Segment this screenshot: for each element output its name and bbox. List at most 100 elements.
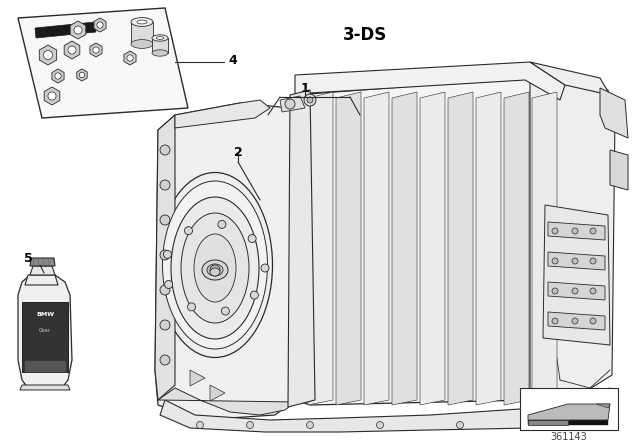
Polygon shape [596,404,610,408]
Polygon shape [30,266,55,275]
Circle shape [590,318,596,324]
Circle shape [572,288,578,294]
Polygon shape [610,150,628,190]
Circle shape [68,46,76,54]
Polygon shape [392,92,417,405]
Polygon shape [90,43,102,57]
Ellipse shape [131,17,153,26]
Ellipse shape [210,268,220,276]
Polygon shape [600,88,628,138]
Circle shape [376,422,383,428]
Circle shape [184,227,193,235]
Circle shape [79,72,84,78]
Text: BMW: BMW [36,313,54,318]
Polygon shape [308,92,333,405]
Ellipse shape [157,172,273,358]
Circle shape [160,355,170,365]
Circle shape [164,280,173,289]
Circle shape [552,258,558,264]
Polygon shape [152,38,168,53]
Polygon shape [295,62,565,105]
Circle shape [307,97,313,103]
Polygon shape [528,420,568,425]
Ellipse shape [152,50,168,56]
Circle shape [577,422,584,428]
Polygon shape [175,100,270,128]
Polygon shape [52,69,64,83]
Text: 3-DS: 3-DS [343,26,387,44]
Circle shape [160,250,170,260]
Circle shape [127,55,133,61]
Polygon shape [64,41,80,59]
Polygon shape [155,103,295,420]
Circle shape [196,422,204,428]
Text: 4: 4 [228,53,237,66]
Circle shape [250,291,259,299]
Circle shape [48,92,56,100]
Polygon shape [295,75,565,405]
Polygon shape [44,87,60,105]
Polygon shape [18,275,72,388]
Polygon shape [530,62,610,95]
Polygon shape [364,92,389,405]
Ellipse shape [202,260,228,280]
Polygon shape [520,388,618,430]
Polygon shape [20,385,70,390]
Polygon shape [543,205,610,345]
Polygon shape [530,75,615,400]
Polygon shape [528,420,608,425]
Polygon shape [70,21,86,39]
Polygon shape [155,115,175,400]
Circle shape [572,258,578,264]
Polygon shape [336,92,361,405]
Ellipse shape [207,264,223,276]
Polygon shape [532,92,557,405]
Circle shape [552,228,558,234]
Circle shape [246,422,253,428]
Circle shape [160,320,170,330]
Polygon shape [39,45,57,65]
Circle shape [188,303,196,311]
Text: 2: 2 [234,146,243,159]
Circle shape [261,264,269,272]
Ellipse shape [152,35,168,41]
Circle shape [456,422,463,428]
Polygon shape [77,69,87,81]
Polygon shape [158,388,295,415]
Polygon shape [548,222,605,240]
Circle shape [163,250,172,258]
Text: 1: 1 [301,82,309,95]
Circle shape [572,228,578,234]
Circle shape [160,215,170,225]
Ellipse shape [194,234,236,302]
Polygon shape [528,404,610,420]
Ellipse shape [163,181,268,349]
Circle shape [552,288,558,294]
Circle shape [97,22,103,28]
Polygon shape [18,8,188,118]
Circle shape [74,26,82,34]
Ellipse shape [181,213,249,323]
Ellipse shape [156,37,164,39]
Circle shape [590,288,596,294]
Polygon shape [210,385,225,401]
Circle shape [248,235,256,242]
Circle shape [160,145,170,155]
Polygon shape [24,360,66,372]
Polygon shape [35,22,96,38]
Ellipse shape [171,197,259,339]
Circle shape [590,228,596,234]
Circle shape [304,94,316,106]
Polygon shape [476,92,501,405]
Polygon shape [25,275,58,285]
Polygon shape [190,370,205,386]
Text: 361143: 361143 [550,432,588,442]
Polygon shape [280,96,305,112]
Circle shape [44,51,52,60]
Polygon shape [131,22,153,44]
Circle shape [285,99,295,109]
Polygon shape [548,312,605,330]
Polygon shape [548,282,605,300]
Circle shape [221,307,229,315]
Text: 5: 5 [24,251,33,264]
